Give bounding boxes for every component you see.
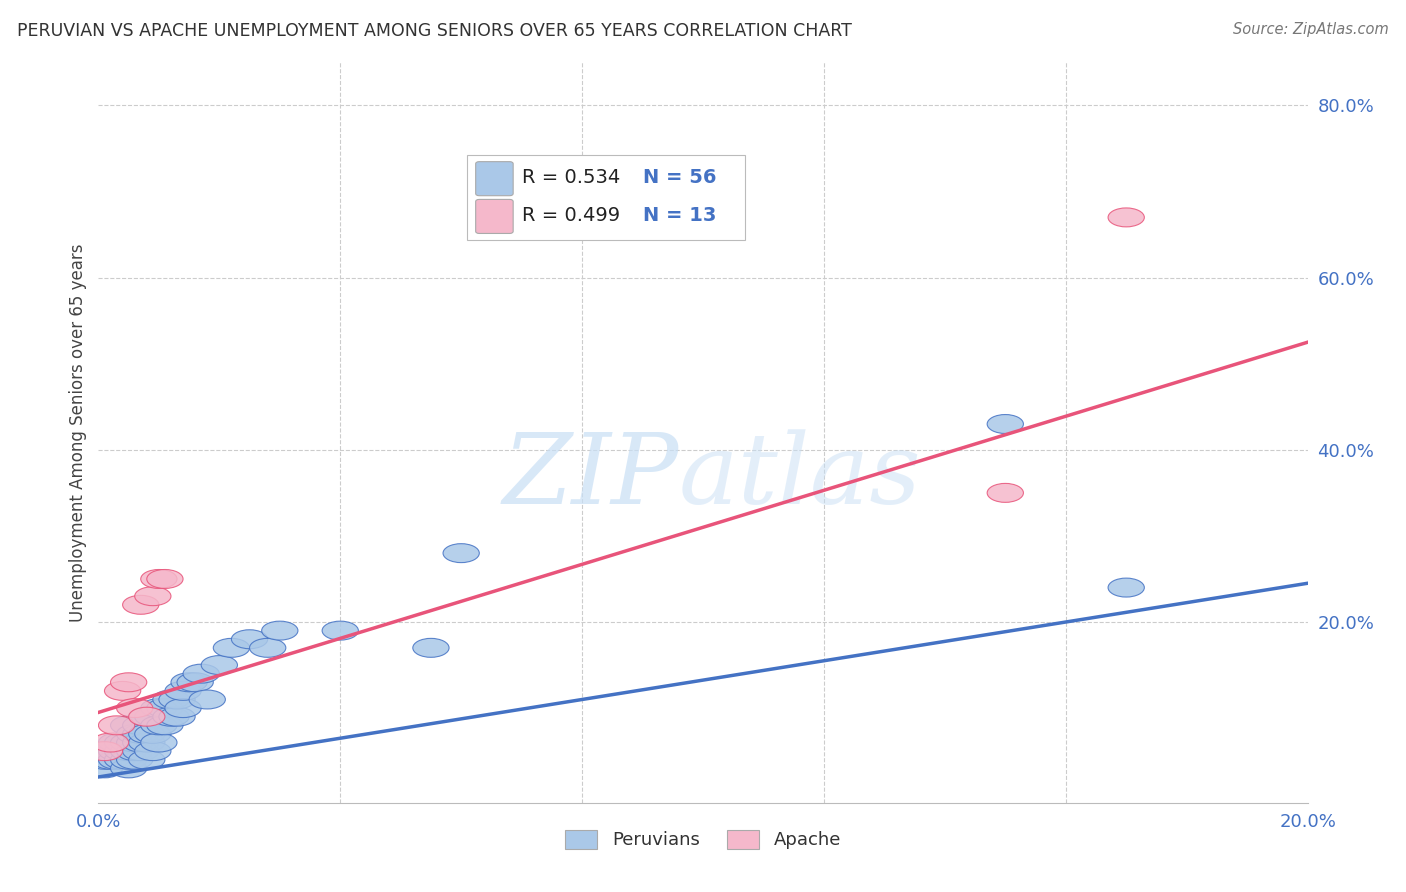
Text: Source: ZipAtlas.com: Source: ZipAtlas.com bbox=[1233, 22, 1389, 37]
Ellipse shape bbox=[111, 733, 146, 752]
Ellipse shape bbox=[1108, 578, 1144, 597]
Ellipse shape bbox=[111, 759, 146, 778]
Ellipse shape bbox=[117, 698, 153, 717]
Ellipse shape bbox=[98, 750, 135, 769]
Ellipse shape bbox=[111, 741, 146, 761]
Ellipse shape bbox=[135, 587, 172, 606]
Ellipse shape bbox=[250, 639, 285, 657]
Ellipse shape bbox=[135, 741, 172, 761]
Ellipse shape bbox=[93, 741, 129, 761]
FancyBboxPatch shape bbox=[475, 200, 513, 234]
Ellipse shape bbox=[232, 630, 267, 648]
Ellipse shape bbox=[183, 665, 219, 683]
Ellipse shape bbox=[129, 724, 165, 743]
FancyBboxPatch shape bbox=[467, 155, 745, 240]
Ellipse shape bbox=[201, 656, 238, 674]
Text: ZIP: ZIP bbox=[502, 429, 679, 524]
Ellipse shape bbox=[93, 750, 129, 769]
Ellipse shape bbox=[98, 741, 135, 761]
Ellipse shape bbox=[86, 741, 122, 761]
Ellipse shape bbox=[146, 569, 183, 589]
Ellipse shape bbox=[146, 716, 183, 735]
Ellipse shape bbox=[129, 750, 165, 769]
Ellipse shape bbox=[443, 543, 479, 563]
Ellipse shape bbox=[86, 741, 122, 761]
Ellipse shape bbox=[135, 707, 172, 726]
Ellipse shape bbox=[117, 733, 153, 752]
Ellipse shape bbox=[153, 707, 190, 726]
Ellipse shape bbox=[987, 415, 1024, 434]
Ellipse shape bbox=[159, 690, 195, 709]
Ellipse shape bbox=[129, 707, 165, 726]
Ellipse shape bbox=[86, 750, 122, 769]
Ellipse shape bbox=[141, 716, 177, 735]
Ellipse shape bbox=[122, 595, 159, 615]
Ellipse shape bbox=[98, 716, 135, 735]
FancyBboxPatch shape bbox=[475, 161, 513, 195]
Ellipse shape bbox=[214, 639, 250, 657]
Ellipse shape bbox=[165, 681, 201, 700]
Text: R = 0.534: R = 0.534 bbox=[522, 168, 620, 186]
Ellipse shape bbox=[141, 569, 177, 589]
Text: atlas: atlas bbox=[679, 429, 921, 524]
Ellipse shape bbox=[987, 483, 1024, 502]
Ellipse shape bbox=[322, 621, 359, 640]
Text: N = 13: N = 13 bbox=[643, 206, 716, 225]
Text: R = 0.499: R = 0.499 bbox=[522, 206, 620, 225]
Ellipse shape bbox=[111, 750, 146, 769]
Ellipse shape bbox=[104, 733, 141, 752]
Ellipse shape bbox=[177, 673, 214, 692]
Ellipse shape bbox=[129, 707, 165, 726]
Ellipse shape bbox=[98, 733, 135, 752]
Ellipse shape bbox=[165, 698, 201, 717]
Ellipse shape bbox=[122, 741, 159, 761]
Ellipse shape bbox=[129, 733, 165, 752]
Ellipse shape bbox=[122, 724, 159, 743]
Ellipse shape bbox=[111, 673, 146, 692]
Ellipse shape bbox=[135, 724, 172, 743]
Y-axis label: Unemployment Among Seniors over 65 years: Unemployment Among Seniors over 65 years bbox=[69, 244, 87, 622]
Ellipse shape bbox=[86, 759, 122, 778]
Ellipse shape bbox=[117, 750, 153, 769]
Ellipse shape bbox=[117, 741, 153, 761]
Ellipse shape bbox=[122, 716, 159, 735]
Ellipse shape bbox=[104, 750, 141, 769]
Ellipse shape bbox=[104, 681, 141, 700]
Text: PERUVIAN VS APACHE UNEMPLOYMENT AMONG SENIORS OVER 65 YEARS CORRELATION CHART: PERUVIAN VS APACHE UNEMPLOYMENT AMONG SE… bbox=[17, 22, 852, 40]
Ellipse shape bbox=[122, 733, 159, 752]
Ellipse shape bbox=[93, 733, 129, 752]
Ellipse shape bbox=[153, 690, 190, 709]
Ellipse shape bbox=[146, 698, 183, 717]
Ellipse shape bbox=[141, 733, 177, 752]
Ellipse shape bbox=[262, 621, 298, 640]
Text: N = 56: N = 56 bbox=[643, 168, 716, 186]
Legend: Peruvians, Apache: Peruvians, Apache bbox=[558, 822, 848, 856]
Ellipse shape bbox=[141, 698, 177, 717]
Ellipse shape bbox=[188, 690, 225, 709]
Ellipse shape bbox=[1108, 208, 1144, 227]
Ellipse shape bbox=[111, 716, 146, 735]
Ellipse shape bbox=[117, 724, 153, 743]
Ellipse shape bbox=[159, 707, 195, 726]
Ellipse shape bbox=[172, 673, 207, 692]
Ellipse shape bbox=[413, 639, 449, 657]
Ellipse shape bbox=[104, 741, 141, 761]
